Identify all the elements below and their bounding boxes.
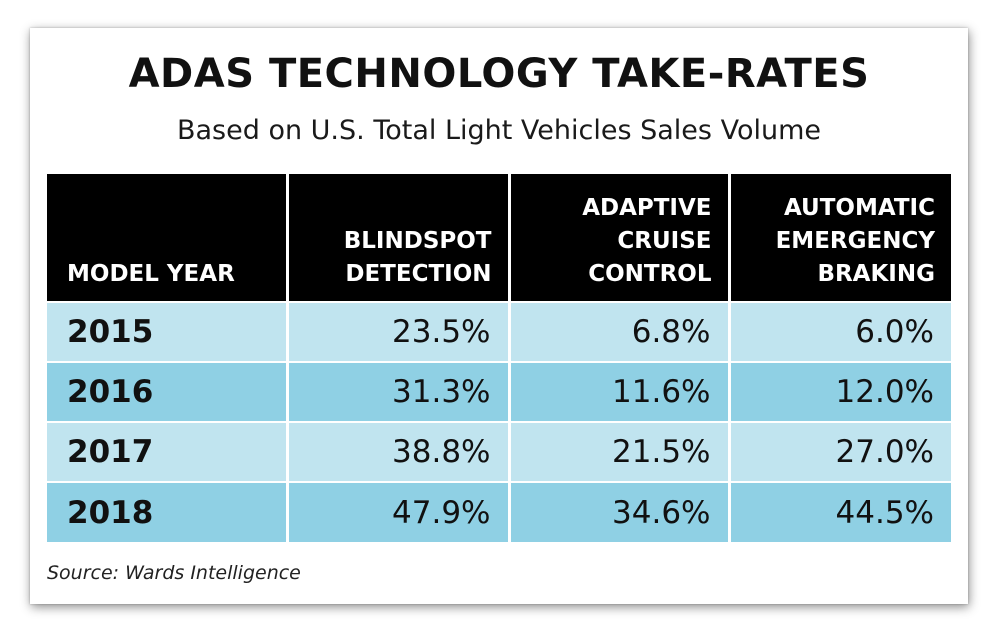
chart-subtitle: Based on U.S. Total Light Vehicles Sales…	[176, 115, 821, 146]
table-row: 2018 47.9% 34.6% 44.5%	[47, 481, 951, 542]
infographic-card: ADAS TECHNOLOGY TAKE-RATES Based on U.S.…	[30, 28, 968, 604]
cell-adaptive-cruise-control: 34.6%	[509, 481, 731, 542]
header-label: AUTOMATIC EMERGENCY BRAKING	[775, 195, 935, 287]
header-label: ADAPTIVE CRUISE CONTROL	[582, 195, 712, 287]
cell-automatic-emergency-braking: 6.0%	[729, 301, 951, 362]
cell-automatic-emergency-braking: 27.0%	[729, 421, 951, 482]
cell-model-year: 2018	[47, 481, 289, 542]
cell-adaptive-cruise-control: 6.8%	[509, 301, 731, 362]
cell-adaptive-cruise-control: 21.5%	[509, 421, 731, 482]
table-row: 2015 23.5% 6.8% 6.0%	[47, 301, 951, 362]
header-blindspot-detection: BLINDSPOT DETECTION	[287, 174, 511, 302]
table-row: 2016 31.3% 11.6% 12.0%	[47, 361, 951, 422]
source-note: Source: Wards Intelligence	[47, 562, 301, 584]
cell-model-year: 2015	[47, 301, 289, 362]
cell-adaptive-cruise-control: 11.6%	[509, 361, 731, 422]
cell-model-year: 2016	[47, 361, 289, 422]
cell-blindspot-detection: 38.8%	[287, 421, 511, 482]
chart-title: ADAS TECHNOLOGY TAKE-RATES	[128, 51, 870, 97]
header-model-year: MODEL YEAR	[47, 174, 289, 302]
table-row: 2017 38.8% 21.5% 27.0%	[47, 421, 951, 482]
cell-blindspot-detection: 47.9%	[287, 481, 511, 542]
take-rates-table: MODEL YEAR BLINDSPOT DETECTION ADAPTIVE …	[47, 174, 951, 542]
header-label: BLINDSPOT DETECTION	[343, 228, 492, 287]
cell-blindspot-detection: 31.3%	[287, 361, 511, 422]
cell-blindspot-detection: 23.5%	[287, 301, 511, 362]
header-label: MODEL YEAR	[67, 261, 235, 287]
table-header-row: MODEL YEAR BLINDSPOT DETECTION ADAPTIVE …	[47, 174, 951, 302]
header-automatic-emergency-braking: AUTOMATIC EMERGENCY BRAKING	[729, 174, 951, 302]
cell-model-year: 2017	[47, 421, 289, 482]
cell-automatic-emergency-braking: 44.5%	[729, 481, 951, 542]
header-adaptive-cruise-control: ADAPTIVE CRUISE CONTROL	[509, 174, 731, 302]
cell-automatic-emergency-braking: 12.0%	[729, 361, 951, 422]
